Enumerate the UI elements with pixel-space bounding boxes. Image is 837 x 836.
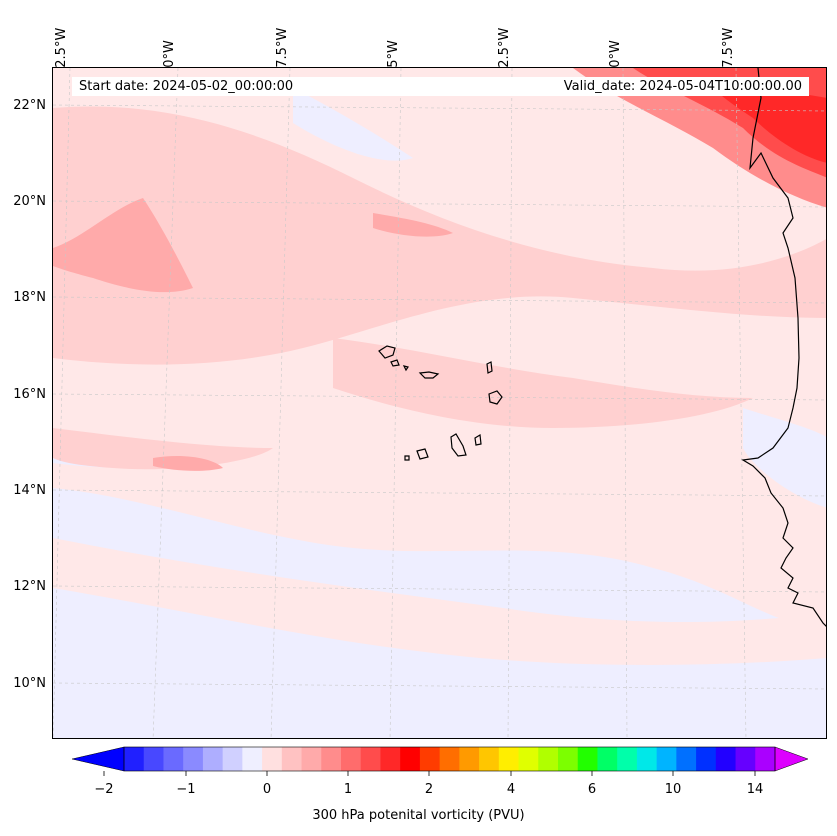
graticule-lon-7 [735, 68, 747, 738]
colorbar-cell [183, 747, 204, 771]
colorbar-ticks [103, 771, 756, 776]
pv-mid-patch-north [373, 213, 453, 237]
colorbar-cell [360, 747, 382, 771]
map-panel: Start date: 2024-05-02_00:00:00 Valid_da… [52, 67, 827, 739]
cbar-tick-neg1: −1 [176, 782, 196, 797]
colorbar-cell [459, 747, 480, 771]
pv-field [53, 68, 826, 738]
pv-weak-negative-patch-2 [293, 88, 413, 161]
island-santo-antao [378, 345, 396, 359]
lat-label-20n: 20°N [13, 194, 46, 209]
colorbar-cell [755, 747, 776, 771]
cbar-tick-10: 10 [664, 782, 682, 797]
colorbar-extend-max [774, 746, 809, 772]
lat-label-18n: 18°N [13, 290, 46, 305]
island-boa-vista [488, 390, 503, 405]
cbar-tick-neg2: −2 [94, 782, 114, 797]
cbar-tick-2: 2 [424, 782, 434, 797]
colorbar-cell [656, 747, 677, 771]
pv-mid-patch-west [53, 198, 193, 293]
island-brava [404, 455, 410, 461]
colorbar-cell [321, 747, 342, 771]
lat-label-14n: 14°N [13, 483, 46, 498]
colorbar-cell [617, 747, 638, 771]
valid-date-label: Valid_date: 2024-05-04T10:00:00.00 [563, 79, 802, 94]
colorbar-cell [242, 747, 263, 771]
start-date-label: Start date: 2024-05-02_00:00:00 [79, 79, 294, 94]
colorbar-cell [163, 747, 184, 771]
colorbar-cell [498, 747, 520, 771]
graticule-lon-3 [270, 68, 291, 738]
island-sal [486, 361, 493, 374]
pv-positive-band-south [53, 538, 826, 665]
cape-verde-islands [378, 345, 503, 461]
africa-coastline [741, 68, 826, 627]
pv-mid-patch-center [153, 456, 223, 471]
lat-label-22n: 22°N [13, 98, 46, 113]
colorbar-cell [301, 747, 322, 771]
graticule-lon-5 [507, 68, 513, 738]
island-santa-luzia [402, 365, 409, 372]
colorbar-cell [380, 747, 401, 771]
colorbar-cell [262, 747, 283, 771]
island-maio [474, 434, 482, 446]
graticule-lon-6 [622, 68, 628, 738]
pv-light-band-west [53, 428, 273, 470]
colorbar-cell [538, 747, 559, 771]
pv-strong-northeast-core [713, 86, 826, 163]
colorbar-cells [124, 747, 776, 771]
colorbar-cell [636, 747, 658, 771]
cbar-tick-0: 0 [262, 782, 272, 797]
cbar-tick-1: 1 [343, 782, 353, 797]
colorbar-extend-min [71, 746, 125, 772]
colorbar-frame [123, 746, 776, 772]
graticule-lon-2 [152, 68, 179, 738]
cbar-tick-6: 6 [587, 782, 597, 797]
colorbar-cell [676, 747, 697, 771]
colorbar-cell [202, 747, 224, 771]
island-sao-nicolau [418, 371, 440, 379]
pv-weak-negative-east [743, 408, 826, 508]
colorbar-cell [696, 747, 717, 771]
colorbar-cell [439, 747, 460, 771]
colorbar-cell [400, 747, 421, 771]
colorbar-cell [341, 747, 362, 771]
lat-label-12n: 12°N [13, 579, 46, 594]
date-banner: Start date: 2024-05-02_00:00:00 Valid_da… [72, 77, 809, 96]
colorbar-cell [577, 747, 599, 771]
graticule-lon-1 [53, 68, 71, 738]
colorbar-cell [558, 747, 579, 771]
colorbar [71, 746, 809, 776]
colorbar-cell [124, 747, 145, 771]
cbar-tick-4: 4 [506, 782, 516, 797]
pv-light-band-middle [333, 338, 753, 428]
graticule-lon-4 [389, 68, 402, 738]
colorbar-cell [143, 747, 165, 771]
graticule [53, 68, 826, 738]
colorbar-cell [222, 747, 243, 771]
island-santiago [450, 433, 467, 457]
colorbar-title: 300 hPa potenital vorticity (PVU) [312, 808, 525, 823]
lat-label-16n: 16°N [13, 387, 46, 402]
colorbar-cell [518, 747, 539, 771]
colorbar-cell [479, 747, 500, 771]
colorbar-cell [419, 747, 441, 771]
island-fogo [416, 448, 429, 460]
colorbar-cell [281, 747, 303, 771]
colorbar-cell [597, 747, 618, 771]
colorbar-cell [735, 747, 756, 771]
lat-label-10n: 10°N [13, 676, 46, 691]
cbar-tick-14: 14 [746, 782, 764, 797]
colorbar-cell [715, 747, 737, 771]
island-sao-vicente [390, 359, 400, 367]
